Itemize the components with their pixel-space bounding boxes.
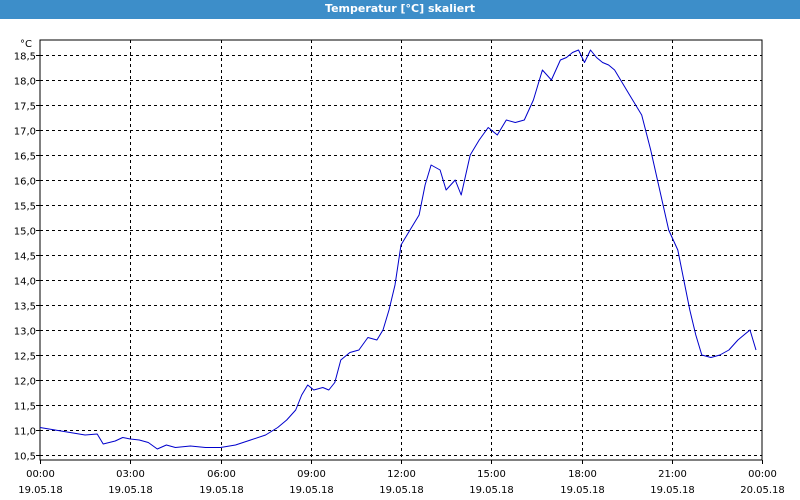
y-tick-label: 15,5: [14, 202, 36, 213]
x-tick-time-label: 21:00: [658, 469, 687, 480]
x-tick-time-label: 15:00: [477, 469, 506, 480]
x-tick-date-label: 19.05.18: [379, 485, 424, 496]
x-tick-date-label: 19.05.18: [108, 485, 153, 496]
x-tick-time-label: 12:00: [387, 469, 416, 480]
y-tick-label: 12,5: [14, 352, 36, 363]
window-title: Temperatur [°C] skaliert: [0, 0, 800, 19]
x-tick-time-label: 06:00: [207, 469, 236, 480]
y-tick-label: 13,5: [14, 302, 36, 313]
x-tick-date-label: 19.05.18: [18, 485, 63, 496]
y-tick-label: 17,0: [14, 127, 36, 138]
y-tick-label: 16,0: [14, 177, 36, 188]
y-tick-label: 14,0: [14, 277, 36, 288]
x-tick-time-label: 09:00: [297, 469, 326, 480]
y-tick-label: 13,0: [14, 327, 36, 338]
x-tick-time-label: 00:00: [748, 469, 777, 480]
y-tick-label: 12,0: [14, 377, 36, 388]
y-tick-label: 10,5: [14, 452, 36, 463]
x-tick-date-label: 19.05.18: [199, 485, 244, 496]
y-tick-label: 17,5: [14, 102, 36, 113]
y-tick-label: 18,0: [14, 77, 36, 88]
x-tick-date-label: 19.05.18: [650, 485, 695, 496]
y-tick-label: 16,5: [14, 152, 36, 163]
y-tick-label: 15,0: [14, 227, 36, 238]
x-tick-time-label: 00:00: [26, 469, 55, 480]
x-tick-time-label: 18:00: [568, 469, 597, 480]
y-axis-unit: °C: [20, 39, 32, 50]
y-tick-label: 11,5: [14, 402, 36, 413]
x-tick-date-label: 20.05.18: [740, 485, 785, 496]
y-tick-label: 14,5: [14, 252, 36, 263]
y-tick-label: 18,5: [14, 52, 36, 63]
temperature-chart: 10,5 11,0 11,5 12,0 12,5 13,0 13,5 14,0 14,5 15,0…: [14, 39, 785, 496]
y-tick-label: 11,0: [14, 427, 36, 438]
x-tick-time-label: 03:00: [116, 469, 145, 480]
x-tick-date-label: 19.05.18: [560, 485, 605, 496]
x-tick-date-label: 19.05.18: [289, 485, 334, 496]
x-tick-date-label: 19.05.18: [469, 485, 514, 496]
temperature-series-line: [39, 49, 757, 450]
